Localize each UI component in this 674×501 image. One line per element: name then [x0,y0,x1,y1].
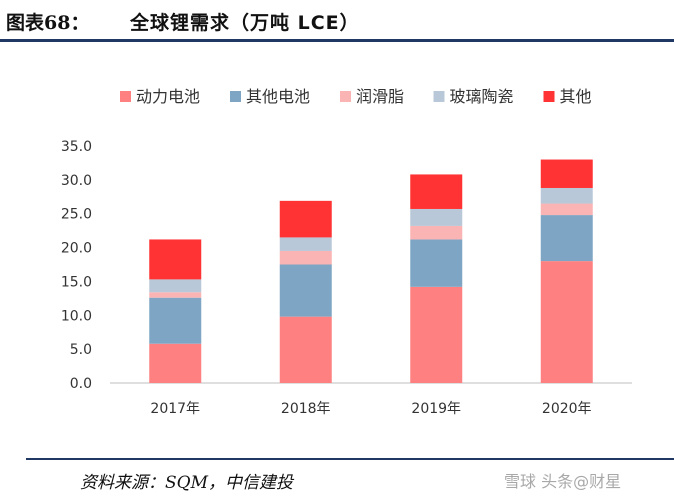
legend-swatch-2 [230,91,241,102]
bar-4-5 [540,159,593,188]
legend-label-1: 动力电池 [136,87,200,106]
bar-2-3 [279,250,332,265]
bar-3-2 [410,239,463,287]
legend-swatch-5 [543,91,555,102]
bar-3-3 [410,225,463,240]
legend-swatch-4 [433,91,445,102]
y-tick-label-6: 25.0 [61,207,92,223]
x-tick-label-1: 2017年 [150,401,200,417]
figure-header: 图表68： 全球锂需求（万吨 LCE） [0,0,674,44]
stacked-bar-chart: 动力电池 其他电池 润滑脂 玻璃陶瓷 其他 0.0 5.0 10.0 15.0 20.0 25.0 3… [61,87,632,417]
legend-label-5: 其他 [560,87,592,106]
y-tick-label-3: 10.0 [61,308,92,324]
bar-1-3 [149,292,202,298]
y-tick-label-2: 5.0 [70,342,92,358]
y-tick-label-5: 20.0 [61,241,92,257]
bar-2-4 [279,237,332,251]
bar-1-4 [149,279,202,293]
figure-label: 图表68： [6,12,90,34]
bar-3-5 [410,174,463,209]
bar-4-1 [540,261,593,383]
legend-label-3: 润滑脂 [356,87,404,106]
bar-1-1 [149,343,202,383]
x-tick-label-4: 2020年 [542,401,592,417]
y-tick-label-7: 30.0 [61,173,92,189]
bar-4-2 [540,215,593,262]
bar-3-1 [410,286,463,383]
bar-2-5 [279,200,332,238]
legend-swatch-3 [340,91,351,102]
header-rule [0,39,674,42]
y-tick-label-4: 15.0 [61,274,92,290]
footer-rule [26,458,674,460]
legend-swatch-1 [120,91,131,102]
bar-4-4 [540,187,593,204]
x-tick-label-2: 2018年 [281,401,331,417]
x-tick-label-3: 2019年 [411,401,461,417]
bar-1-2 [149,297,202,344]
bar-2-2 [279,264,332,317]
legend-label-2: 其他电池 [246,87,310,106]
bar-2-1 [279,316,332,383]
bar-4-3 [540,203,593,216]
source-note: 资料来源：SQM，中信建投 [80,473,293,493]
legend-label-4: 玻璃陶瓷 [450,87,514,106]
y-tick-label-8: 35.0 [61,139,92,155]
watermark: 雪球 头条@财星 [504,472,622,491]
figure-title: 全球锂需求（万吨 LCE） [130,12,360,34]
y-tick-label-1: 0.0 [70,376,92,392]
bar-1-5 [149,239,202,280]
bar-3-4 [410,208,463,226]
